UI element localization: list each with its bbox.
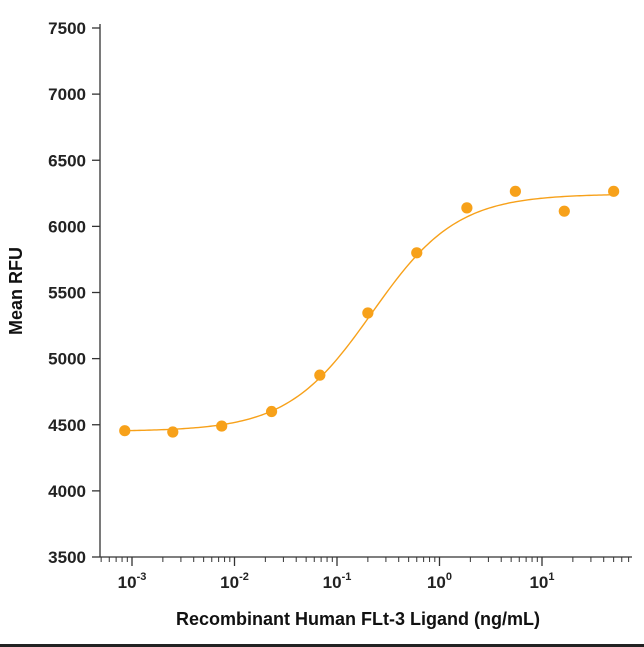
data-point (362, 307, 374, 319)
x-tick-label: 10-2 (220, 571, 249, 592)
y-tick-label: 6000 (48, 217, 86, 236)
data-point (119, 425, 131, 437)
x-tick-label: 10-1 (323, 571, 352, 592)
data-point (461, 202, 473, 214)
data-point (314, 369, 326, 381)
y-tick-label: 4000 (48, 482, 86, 501)
data-point (558, 205, 570, 217)
data-point (411, 247, 423, 259)
data-point (216, 420, 228, 432)
x-axis: 10-3 10-2 10-1 100 101 (100, 556, 632, 592)
x-tick-label: 10-3 (118, 571, 147, 592)
data-point (608, 185, 620, 197)
y-tick-label: 7500 (48, 19, 86, 38)
y-tick-label: 3500 (48, 548, 86, 567)
data-points-layer (119, 185, 620, 438)
x-tick-label: 101 (529, 571, 554, 592)
data-point (265, 405, 278, 418)
y-axis: 3500 4000 4500 5000 5500 6000 6500 7000 7500 (48, 19, 101, 567)
y-tick-label: 5000 (48, 350, 86, 369)
bottom-border (0, 644, 644, 647)
x-axis-title: Recombinant Human FLt-3 Ligand (ng/mL) (176, 609, 540, 629)
data-point (167, 426, 179, 438)
y-axis-title: Mean RFU (6, 247, 26, 335)
y-tick-label: 6500 (48, 151, 86, 170)
y-tick-label: 5500 (48, 284, 86, 303)
y-tick-label: 4500 (48, 416, 86, 435)
data-point (509, 185, 521, 197)
y-tick-label: 7000 (48, 85, 86, 104)
x-tick-label: 100 (427, 571, 452, 592)
